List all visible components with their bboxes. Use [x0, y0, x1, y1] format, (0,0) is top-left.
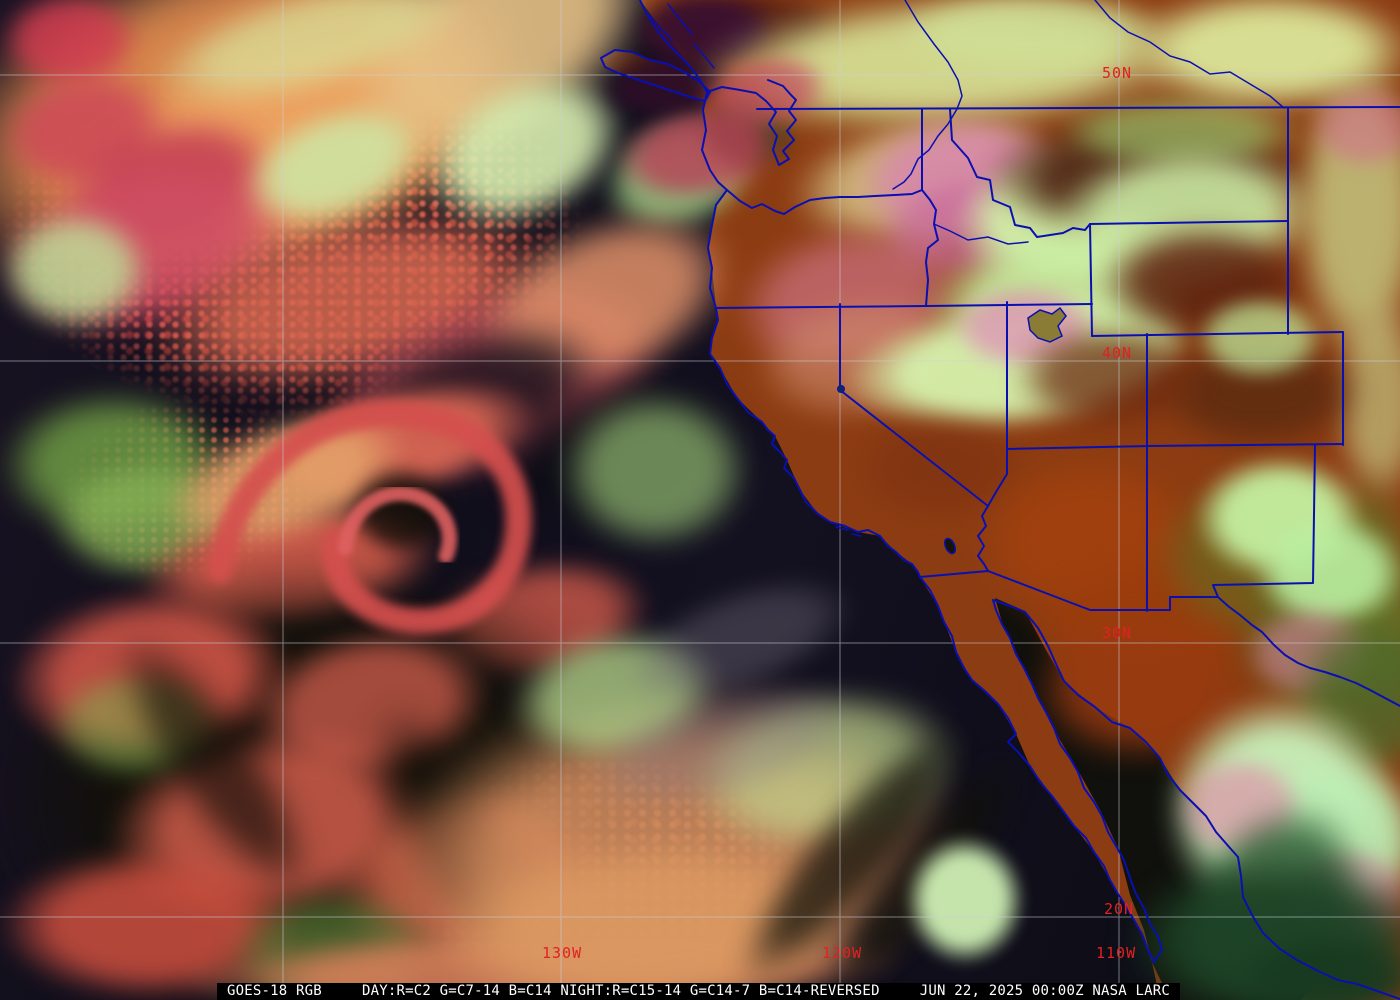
longitude-label-110w: 110W — [1096, 944, 1137, 962]
product-info-bar: GOES-18 RGB DAY:R=C2 G=C7-14 B=C14 NIGHT… — [217, 983, 1180, 1000]
rgb-recipe: DAY:R=C2 G=C7-14 B=C14 NIGHT:R=C15-14 G=… — [361, 983, 880, 999]
california-nevada-border — [839, 303, 989, 507]
vancouver-island-outline — [600, 49, 711, 102]
latitude-label-30n: 30N — [1102, 624, 1133, 642]
wyoming-west-border — [1089, 223, 1093, 337]
newmexico-texas-border — [1212, 444, 1316, 598]
columbia-river — [892, 0, 963, 190]
latitude-label-20n: 20N — [1104, 900, 1135, 918]
snake-river — [933, 223, 1029, 245]
washington-oregon-border — [726, 189, 923, 215]
pacific-coastline — [639, 0, 1163, 963]
42n-state-border — [715, 303, 1093, 309]
great-salt-lake — [1027, 306, 1067, 343]
us-mexico-border — [919, 570, 1219, 611]
montana-wyoming-border — [1089, 220, 1289, 225]
longitude-label-120w: 120W — [822, 944, 863, 962]
longitude-label-130w: 130W — [542, 944, 583, 962]
cyclone-outer-arm — [207, 400, 532, 635]
channel-islands — [835, 526, 862, 537]
nevada-utah-border — [987, 301, 1008, 507]
41n-state-border — [1091, 331, 1344, 337]
latitude-label-50n: 50N — [1102, 64, 1133, 82]
latitude-label-40n: 40N — [1102, 344, 1133, 362]
colorado-river-border — [977, 505, 989, 572]
idaho-montana-border — [949, 108, 1091, 238]
cyclone-inner-arm — [337, 485, 457, 564]
oregon-idaho-border — [921, 189, 939, 307]
sonora-coastline — [992, 599, 1400, 1000]
37n-state-border — [1006, 443, 1344, 450]
bc-fjords — [647, 3, 715, 69]
product-name: GOES-18 RGB — [227, 983, 322, 999]
salton-sea — [943, 537, 957, 555]
lake-tahoe — [837, 385, 845, 393]
image-timestamp: JUN 22, 2025 00:00Z NASA LARC — [919, 983, 1170, 999]
us-canada-border — [756, 106, 1400, 110]
rio-grande-river — [1217, 596, 1400, 707]
kootenay-river — [1094, 0, 1285, 109]
puget-sound-coastline — [706, 79, 797, 166]
